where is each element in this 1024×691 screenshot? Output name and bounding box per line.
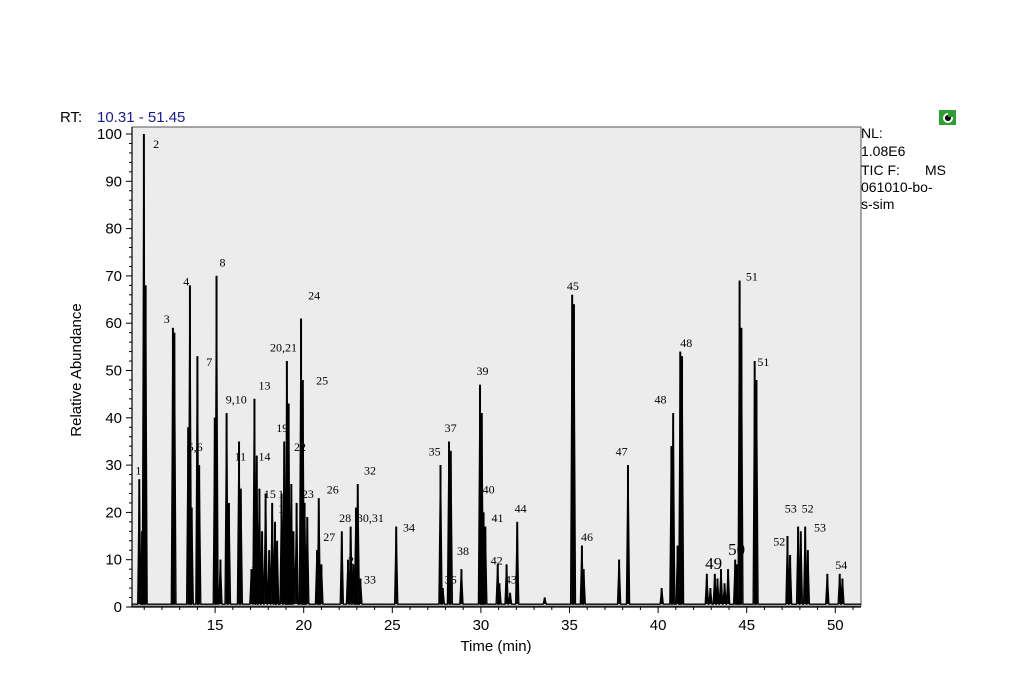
y-tick-label: 40 bbox=[105, 410, 122, 427]
peak-label: 38 bbox=[457, 544, 469, 558]
peak-label: 25 bbox=[316, 374, 328, 388]
peak-label: 40 bbox=[483, 482, 495, 496]
peak-label: 20,21 bbox=[270, 341, 297, 355]
peak-label: 50 bbox=[728, 540, 745, 559]
file-name-line2: s-sim bbox=[861, 196, 894, 212]
x-tick-label: 45 bbox=[738, 617, 755, 634]
peak-label: 53 bbox=[785, 501, 797, 515]
y-tick-label: 30 bbox=[105, 457, 122, 474]
peak-label: 19 bbox=[276, 421, 288, 435]
peak-label: 15 bbox=[264, 487, 276, 501]
y-tick-label: 80 bbox=[105, 221, 122, 238]
peak-label: 7 bbox=[206, 355, 212, 369]
peak-label: 5,6 bbox=[188, 440, 203, 454]
peak-label: 28 bbox=[339, 511, 351, 525]
peak-label: 51 bbox=[757, 355, 769, 369]
peak-label: 39 bbox=[476, 364, 488, 378]
peak-label: 14 bbox=[259, 449, 271, 463]
y-tick-label: 0 bbox=[114, 599, 122, 616]
x-axis-title: Time (min) bbox=[460, 638, 531, 655]
y-tick-label: 60 bbox=[105, 315, 122, 332]
peak-label: 45 bbox=[567, 279, 579, 293]
peak-label: 23 bbox=[302, 487, 314, 501]
rt-label: RT: bbox=[60, 109, 82, 126]
peak-label: 49 bbox=[705, 554, 722, 573]
peak-label: 4 bbox=[183, 274, 189, 288]
x-tick-label: 40 bbox=[650, 617, 667, 634]
x-tick-label: 35 bbox=[561, 617, 578, 634]
peak-label: 51 bbox=[746, 270, 758, 284]
peak-label: 11 bbox=[235, 449, 247, 463]
filter-label: TIC F: bbox=[861, 162, 900, 178]
peak-label: 18 bbox=[278, 501, 290, 515]
x-axis-ticks: 15 20 25 30 35 40 45 50 bbox=[143, 607, 854, 634]
peak-label: 26 bbox=[327, 482, 339, 496]
peak-label: 27 bbox=[323, 530, 335, 544]
corner-refresh-icon[interactable] bbox=[939, 110, 956, 125]
y-tick-label: 50 bbox=[105, 363, 122, 380]
x-tick-label: 25 bbox=[384, 617, 401, 634]
peak-label: 22 bbox=[294, 440, 306, 454]
nl-label: NL: bbox=[861, 125, 883, 141]
peak-label: 42 bbox=[491, 553, 503, 567]
peak-label: 43 bbox=[505, 572, 517, 586]
peak-label: 32 bbox=[364, 464, 376, 478]
x-tick-label: 50 bbox=[827, 617, 844, 634]
peak-label: 48 bbox=[680, 336, 692, 350]
trace bbox=[131, 133, 861, 605]
y-tick-label: 20 bbox=[105, 504, 122, 521]
peak-label: 46 bbox=[581, 530, 593, 544]
peak-label: 54 bbox=[835, 558, 847, 572]
peak-label: 3 bbox=[164, 312, 170, 326]
peak-label: 2 bbox=[153, 137, 159, 151]
y-axis-ticks: 0 10 20 30 40 50 60 70 80 90 100 bbox=[97, 126, 132, 616]
peak-label: 8 bbox=[220, 255, 226, 269]
y-axis-title: Relative Abundance bbox=[68, 303, 85, 436]
x-tick-label: 15 bbox=[207, 617, 224, 634]
y-tick-label: 70 bbox=[105, 268, 122, 285]
y-tick-label: 10 bbox=[105, 552, 122, 569]
peak-label: 34 bbox=[403, 520, 415, 534]
rt-range: 10.31 - 51.45 bbox=[97, 109, 185, 126]
nl-value: 1.08E6 bbox=[861, 143, 906, 159]
peak-label: 52 bbox=[773, 535, 785, 549]
peak-label: 52 bbox=[802, 501, 814, 515]
peak-label: 33 bbox=[364, 572, 376, 586]
y-tick-label: 90 bbox=[105, 173, 122, 190]
peak-label: 37 bbox=[445, 421, 457, 435]
peak-label: 24 bbox=[308, 289, 320, 303]
peak-label: 1 bbox=[135, 464, 141, 478]
file-name-line1: 061010-bo- bbox=[861, 179, 933, 195]
x-tick-label: 30 bbox=[473, 617, 490, 634]
peak-label: 36 bbox=[445, 572, 457, 586]
peak-label: 12 bbox=[251, 563, 263, 577]
filter-value: MS bbox=[925, 162, 946, 178]
x-tick-label: 20 bbox=[295, 617, 312, 634]
peak-label: 29 bbox=[348, 553, 360, 567]
peak-label: 35 bbox=[429, 445, 441, 459]
y-tick-label: 100 bbox=[97, 126, 122, 143]
peak-label: 53 bbox=[814, 520, 826, 534]
peak-label: 48 bbox=[655, 393, 667, 407]
peak-label: 41 bbox=[492, 511, 504, 525]
peak-label: 44 bbox=[515, 501, 527, 515]
peak-label: 30,31 bbox=[357, 511, 384, 525]
peak-label: 47 bbox=[616, 445, 628, 459]
peak-label: 13 bbox=[259, 378, 271, 392]
peak-label: 9,10 bbox=[226, 393, 247, 407]
peak-label: 16 bbox=[278, 487, 290, 501]
